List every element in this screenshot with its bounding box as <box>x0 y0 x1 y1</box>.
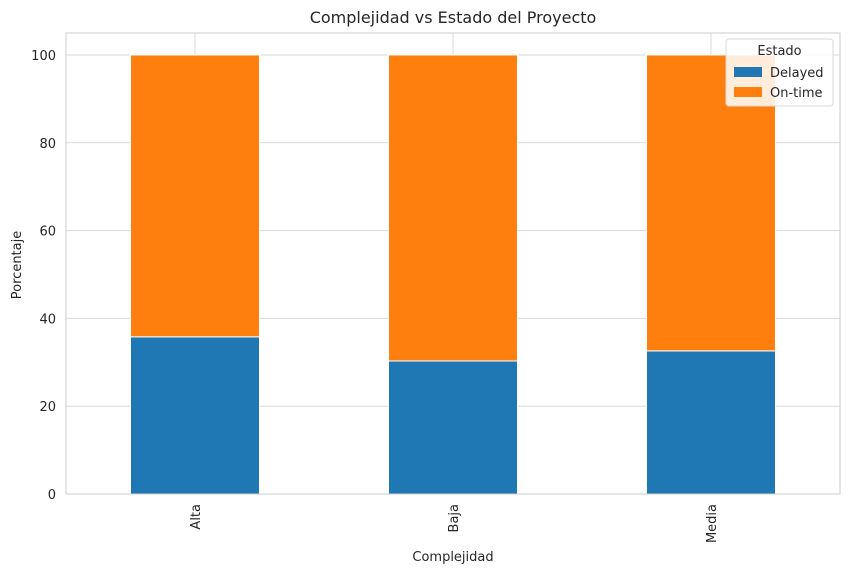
legend-title: Estado <box>757 44 801 59</box>
legend-label-delayed: Delayed <box>770 66 824 81</box>
legend-label-on-time: On-time <box>770 86 823 101</box>
x-tick-label: Baja <box>447 504 462 532</box>
x-tick-label: Media <box>705 504 720 543</box>
y-axis-ticks: 0 20 40 60 80 100 <box>31 49 56 503</box>
y-tick-label: 60 <box>39 225 56 240</box>
y-tick-label: 40 <box>39 312 56 327</box>
y-tick-label: 0 <box>48 488 56 503</box>
x-axis-ticks: Alta Baja Media <box>189 504 720 543</box>
bar-delayed-baja <box>388 360 518 495</box>
bar-on-time-alta <box>130 54 260 338</box>
legend-swatch-delayed <box>734 67 762 77</box>
bar-on-time-baja <box>388 54 518 362</box>
x-tick-label: Alta <box>189 504 204 530</box>
y-tick-label: 20 <box>39 400 56 415</box>
bar-delayed-alta <box>130 336 260 495</box>
plot-frame <box>65 32 841 495</box>
bars <box>130 54 776 495</box>
y-axis-label: Porcentaje <box>10 231 25 299</box>
y-tick-label: 100 <box>31 49 56 64</box>
legend: Estado Delayed On-time <box>725 38 834 107</box>
legend-swatch-on-time <box>734 87 762 97</box>
chart-title: Complejidad vs Estado del Proyecto <box>310 8 597 27</box>
y-tick-label: 80 <box>39 137 56 152</box>
x-axis-label: Complejidad <box>412 550 493 565</box>
bar-delayed-media <box>646 350 776 495</box>
